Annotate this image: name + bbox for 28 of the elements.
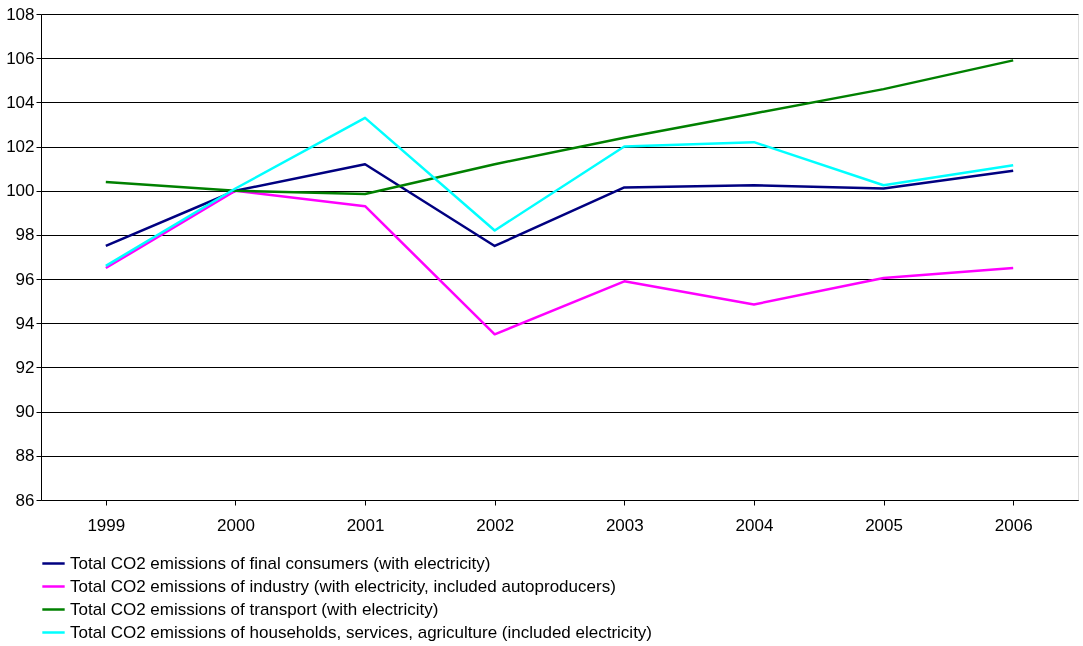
y-tick-label: 92 bbox=[15, 357, 35, 377]
x-tick-label: 2001 bbox=[346, 515, 385, 535]
legend-label: Total CO2 emissions of final consumers (with electricity) bbox=[70, 553, 491, 573]
line-series bbox=[104, 59, 1015, 196]
y-tick-label: 88 bbox=[15, 446, 35, 466]
y-tick-label: 98 bbox=[15, 225, 35, 245]
x-tick-label: 2003 bbox=[605, 515, 644, 535]
x-tick-label: 2004 bbox=[735, 515, 774, 535]
line-series bbox=[104, 116, 1015, 268]
x-tick-label: 2005 bbox=[865, 515, 903, 535]
y-tick-label: 94 bbox=[15, 313, 35, 333]
legend-label: Total CO2 emissions of households, services, agriculture (included electricity) bbox=[70, 622, 653, 642]
y-tick-label: 104 bbox=[6, 92, 35, 112]
x-tick-label: 2002 bbox=[476, 515, 515, 535]
y-tick-label: 102 bbox=[6, 137, 35, 157]
y-tick-label: 100 bbox=[6, 181, 35, 201]
y-tick-label: 90 bbox=[15, 402, 35, 422]
x-tick-label: 2000 bbox=[217, 515, 255, 535]
legend-label: Total CO2 emissions of transport (with electricity) bbox=[70, 599, 439, 619]
x-tick-label: 1999 bbox=[87, 515, 126, 535]
y-tick-label: 86 bbox=[15, 490, 35, 510]
x-tick-label: 2006 bbox=[994, 515, 1033, 535]
line-series bbox=[104, 189, 1015, 336]
y-tick-label: 106 bbox=[6, 48, 35, 68]
line-series bbox=[104, 162, 1015, 248]
y-tick-label: 96 bbox=[15, 269, 35, 289]
y-tick-label: 108 bbox=[6, 4, 35, 24]
legend-label: Total CO2 emissions of industry (with electricity, included autoproducers) bbox=[70, 576, 616, 596]
